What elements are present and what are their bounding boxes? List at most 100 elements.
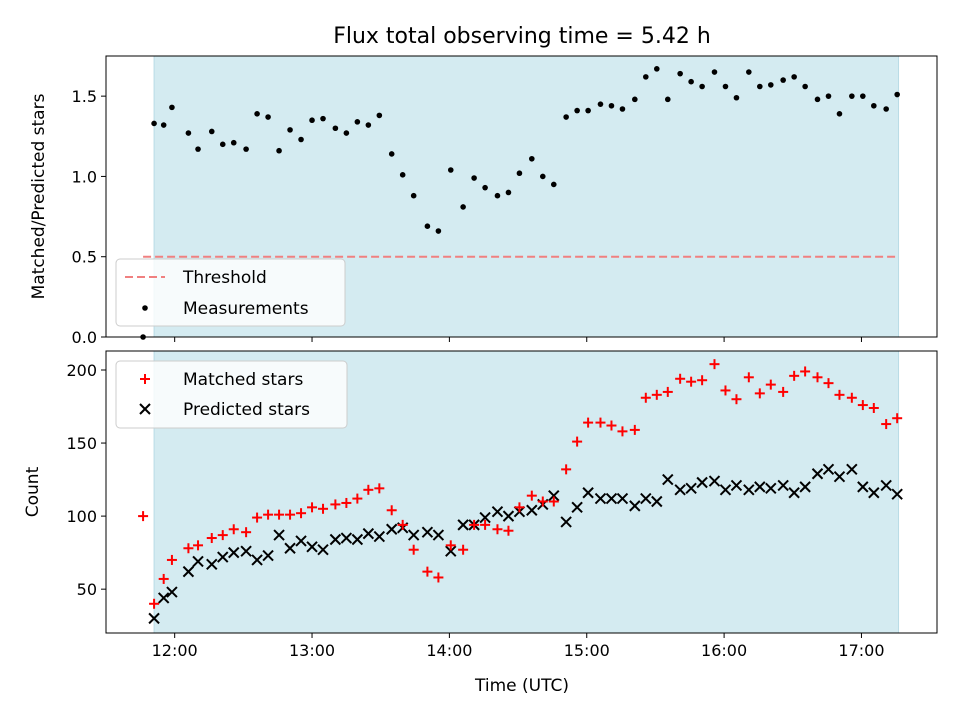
matched-point	[572, 436, 583, 447]
cross-stroke-b	[629, 500, 641, 512]
matched-point	[445, 540, 456, 551]
predicted-point	[251, 554, 263, 566]
matched-point	[675, 373, 686, 384]
matched-point	[458, 544, 469, 555]
predicted-point	[880, 479, 892, 492]
measurement-point	[883, 106, 889, 112]
matched-point	[720, 385, 731, 396]
measurement-point	[746, 69, 752, 75]
cross-stroke-b	[373, 530, 386, 543]
matched-point	[662, 386, 673, 397]
cross-stroke-b	[833, 470, 846, 483]
cross-stroke-b	[192, 555, 204, 568]
cross-stroke-b	[708, 475, 721, 487]
cross-stroke-b	[457, 519, 469, 531]
measurement-point	[585, 107, 591, 114]
matched-point	[217, 530, 228, 541]
measurement-point	[254, 111, 260, 117]
measurement-point	[447, 167, 454, 173]
y-tick-label: 1.5	[72, 87, 97, 106]
matched-point	[363, 484, 374, 495]
predicted-point	[432, 529, 445, 541]
predicted-point	[526, 504, 538, 516]
predicted-point	[730, 479, 743, 492]
cross-stroke-b	[788, 487, 800, 499]
predicted-point	[857, 481, 869, 493]
predicted-point	[457, 519, 469, 531]
matched-point	[422, 566, 433, 577]
measurement-point	[376, 112, 383, 119]
matched-point	[846, 392, 857, 403]
cross-stroke-b	[157, 592, 170, 604]
predicted-point	[262, 549, 274, 562]
measurement-point	[597, 101, 604, 107]
cross-stroke-b	[730, 479, 743, 492]
matched-point	[341, 497, 352, 508]
predicted-point	[240, 545, 252, 557]
predicted-point	[351, 533, 364, 546]
predicted-point	[754, 481, 766, 493]
cross-stroke-b	[240, 545, 252, 557]
x-axis-label: Time (UTC)	[474, 676, 569, 696]
predicted-point	[206, 558, 218, 571]
cross-stroke-b	[674, 484, 686, 496]
measurement-point	[410, 192, 417, 199]
measurement-point	[608, 102, 615, 109]
predicted-point	[640, 492, 652, 505]
top-axes-frame	[105, 55, 938, 338]
measurement-point	[482, 184, 488, 191]
matched-point	[330, 499, 341, 510]
cross-stroke-b	[182, 565, 195, 578]
measurement-point	[309, 117, 315, 124]
measurement-point	[733, 94, 740, 101]
predicted-point	[148, 612, 160, 625]
matched-point	[228, 524, 239, 535]
measurement-point	[632, 96, 638, 103]
matched-point	[386, 505, 397, 516]
matched-point	[138, 511, 149, 522]
predicted-point	[445, 545, 457, 557]
measurement-point	[208, 128, 215, 135]
measurement-point	[860, 93, 866, 99]
y-tick-label: 0.5	[72, 248, 97, 267]
measurement-point	[563, 114, 569, 120]
x-tick-label: 14:00	[426, 641, 472, 660]
matched-point	[868, 402, 879, 413]
measurement-point	[160, 122, 167, 128]
predicted-point	[891, 488, 903, 500]
measurement-point	[287, 127, 293, 133]
measurement-point	[494, 192, 501, 199]
predicted-point	[407, 529, 420, 541]
measurement-point	[539, 173, 546, 180]
measurement-point	[195, 146, 201, 152]
y-tick-label: 150	[66, 434, 97, 453]
matched-point	[595, 417, 606, 428]
cross-stroke-b	[560, 516, 572, 528]
cross-stroke-b	[526, 504, 538, 516]
predicted-point	[284, 542, 296, 554]
measurement-point	[643, 74, 649, 80]
cross-stroke-b	[273, 529, 285, 541]
legend-measurements-swatch	[142, 305, 148, 311]
measurement-point	[529, 155, 535, 162]
measurement-points	[140, 66, 900, 340]
predicted-point	[833, 470, 846, 483]
legend-threshold-label: Threshold	[182, 268, 267, 288]
matched-point	[296, 508, 307, 519]
predicted-point	[182, 565, 195, 578]
bottom-y-ticks: 50 100 150 200	[66, 361, 106, 599]
matched-point	[743, 372, 754, 383]
cross-stroke-b	[340, 532, 353, 544]
matched-point	[789, 370, 800, 381]
predicted-point	[548, 489, 560, 502]
cross-stroke-b	[479, 511, 491, 524]
predicted-point	[192, 555, 204, 568]
matched-point	[881, 419, 892, 430]
predicted-point	[502, 510, 515, 522]
cross-stroke-b	[594, 492, 607, 505]
predicted-point	[571, 501, 583, 514]
predicted-point	[491, 506, 504, 518]
matched-point	[834, 389, 845, 400]
measurement-point	[151, 120, 157, 127]
